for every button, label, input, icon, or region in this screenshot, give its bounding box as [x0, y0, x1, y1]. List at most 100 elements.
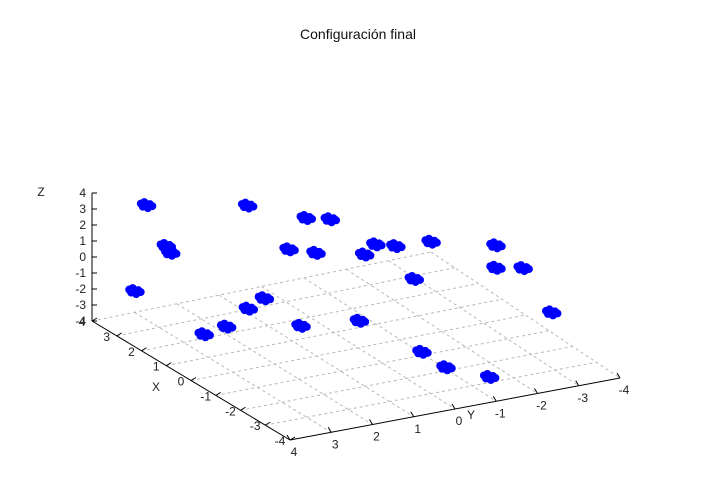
- x-tick-mark: [190, 377, 197, 381]
- data-point: [249, 202, 258, 211]
- z-tick-label: -3: [75, 298, 86, 312]
- y-tick-mark: [369, 419, 373, 425]
- data-point: [156, 240, 165, 249]
- data-point: [447, 364, 456, 373]
- y-tick-mark: [451, 403, 456, 410]
- x-tick-label: -3: [250, 419, 261, 433]
- grid-border: [430, 251, 621, 379]
- x-tick-label: 0: [178, 375, 185, 389]
- data-point: [397, 243, 406, 252]
- grid-line-y: [218, 294, 415, 418]
- y-tick-label: 3: [332, 437, 339, 451]
- data-point: [432, 238, 441, 247]
- data-point: [404, 273, 413, 282]
- y-tick-mark: [492, 395, 497, 402]
- data-point: [216, 321, 225, 330]
- data-point: [486, 239, 495, 248]
- point-cluster: [386, 239, 406, 254]
- grid-line-x: [116, 267, 455, 337]
- data-point: [436, 361, 445, 370]
- y-tick-label: -2: [536, 399, 547, 413]
- y-axis-ticks: -4 -3 -2 -1 0 1 2 3 4: [286, 372, 630, 459]
- z-tick-label: -2: [75, 282, 86, 296]
- data-point: [366, 251, 375, 260]
- data-point: [238, 303, 247, 312]
- data-point: [266, 295, 275, 304]
- data-point: [136, 288, 145, 297]
- y-tick-label: 1: [414, 422, 421, 436]
- data-point: [541, 306, 550, 315]
- data-point: [290, 246, 299, 255]
- point-cluster: [513, 261, 533, 276]
- y-tick-label: 0: [456, 414, 463, 428]
- data-point: [354, 249, 363, 258]
- grid-line-y: [345, 268, 538, 394]
- y-tick-mark: [327, 426, 332, 433]
- x-tick-mark: [116, 332, 123, 337]
- point-cluster: [296, 210, 317, 225]
- data-point: [291, 320, 300, 329]
- point-cluster: [349, 313, 370, 328]
- data-point: [125, 285, 134, 294]
- x-axis-label: X: [152, 380, 160, 394]
- point-cluster: [479, 369, 500, 384]
- data-point: [423, 348, 432, 357]
- point-cluster: [279, 242, 299, 257]
- x-tick-label: -2: [225, 404, 236, 418]
- y-tick-label: -4: [619, 383, 630, 397]
- x-axis-ticks: -4 -3 -2 -1 0 1 2 3 4: [79, 315, 296, 448]
- data-point: [302, 322, 311, 331]
- point-cluster: [237, 198, 258, 213]
- x-tick-label: 2: [128, 345, 135, 359]
- y-tick-mark: [534, 388, 538, 394]
- y-tick-label: -3: [577, 391, 588, 405]
- x-tick-mark: [165, 362, 172, 367]
- data-point: [479, 371, 488, 380]
- y-tick-mark: [575, 380, 580, 387]
- point-cluster: [486, 238, 506, 253]
- data-point: [497, 264, 506, 273]
- data-point: [148, 202, 157, 211]
- data-points: [125, 198, 562, 384]
- grid-border: [91, 251, 432, 322]
- data-point: [386, 240, 395, 249]
- x-tick-label: 3: [103, 330, 110, 344]
- data-point: [194, 328, 203, 337]
- data-point: [497, 242, 506, 251]
- y-axis-label: Y: [467, 408, 475, 422]
- data-point: [296, 212, 305, 221]
- point-cluster: [436, 360, 456, 375]
- data-point: [320, 213, 329, 222]
- data-point: [172, 249, 181, 258]
- grid-line-x: [240, 346, 573, 411]
- data-point: [416, 275, 425, 284]
- data-point: [228, 323, 237, 332]
- z-tick-label: 0: [79, 250, 86, 264]
- point-cluster: [216, 319, 237, 334]
- x-tick-mark: [141, 347, 147, 352]
- point-cluster: [354, 247, 375, 262]
- point-cluster: [125, 284, 145, 299]
- data-point: [524, 265, 533, 274]
- data-point: [349, 315, 358, 324]
- data-point: [412, 346, 421, 355]
- y-tick-label: 2: [373, 430, 380, 444]
- z-tick-label: 1: [79, 234, 86, 248]
- chart-title: Configuración final: [300, 26, 416, 42]
- point-cluster: [320, 212, 341, 227]
- data-point: [254, 292, 263, 301]
- point-cluster: [254, 291, 275, 306]
- z-tick-label: -4: [75, 314, 86, 328]
- data-point: [332, 216, 341, 225]
- z-tick-label: -1: [75, 266, 86, 280]
- y-tick-mark: [286, 434, 291, 441]
- point-cluster: [291, 318, 311, 333]
- x-tick-mark: [289, 436, 296, 441]
- z-axis-label: Z: [37, 185, 44, 199]
- point-cluster: [421, 234, 441, 249]
- data-point: [250, 305, 259, 314]
- point-cluster: [541, 305, 562, 320]
- x-tick-mark: [240, 406, 246, 411]
